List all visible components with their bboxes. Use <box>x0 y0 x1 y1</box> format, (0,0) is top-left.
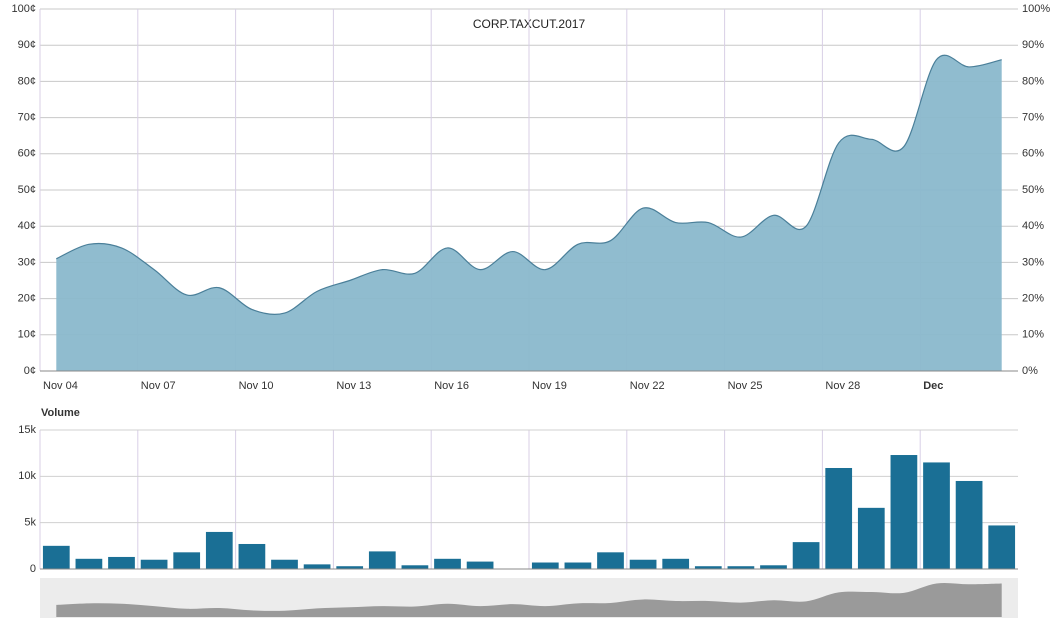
volume-title: Volume <box>41 407 80 419</box>
y-tick-label: 90¢ <box>18 39 36 51</box>
x-tick-label: Nov 13 <box>336 380 371 392</box>
x-tick-label: Nov 04 <box>43 380 78 392</box>
y2-tick-label: 20% <box>1022 293 1044 305</box>
y2-tick-label: 10% <box>1022 329 1044 341</box>
bar <box>238 543 266 569</box>
line <box>56 54 1002 315</box>
y-tick-label: 70¢ <box>18 112 36 124</box>
x-tick-label: Nov 22 <box>630 380 665 392</box>
bar <box>857 507 885 569</box>
bar <box>42 545 70 569</box>
bar <box>923 462 950 569</box>
y-tick-label: 15k <box>18 424 36 436</box>
y2-tick-label: 80% <box>1022 75 1044 87</box>
bar <box>564 562 592 569</box>
bar <box>792 542 820 569</box>
bar <box>336 566 364 569</box>
x-tick-label: Nov 10 <box>239 380 274 392</box>
area <box>56 55 1002 372</box>
bar <box>629 559 657 569</box>
y-tick-label: 5k <box>24 517 36 529</box>
bar <box>368 551 396 569</box>
bar <box>531 562 559 569</box>
bar <box>108 556 135 569</box>
bar <box>760 565 787 569</box>
x-tick-label: Nov 07 <box>141 380 176 392</box>
y-tick-label: 30¢ <box>18 256 36 268</box>
bar <box>988 525 1016 569</box>
y2-tick-label: 70% <box>1022 112 1044 124</box>
bar <box>303 564 331 569</box>
x-tick-label: Dec <box>923 380 943 392</box>
bar <box>205 531 233 569</box>
bar <box>75 558 103 569</box>
y-tick-label: 80¢ <box>18 75 36 87</box>
bar <box>727 566 755 569</box>
y-tick-label: 0¢ <box>24 365 36 377</box>
y2-tick-label: 100% <box>1022 3 1050 15</box>
y-tick-label: 10¢ <box>18 329 36 341</box>
y-tick-label: 100¢ <box>12 3 36 15</box>
bar <box>466 561 494 569</box>
y2-tick-label: 60% <box>1022 148 1044 160</box>
x-tick-label: Nov 16 <box>434 380 469 392</box>
bar <box>401 565 429 569</box>
bar <box>140 559 168 569</box>
y-tick-label: 10k <box>18 470 36 482</box>
y2-tick-label: 50% <box>1022 184 1044 196</box>
y-tick-label: 60¢ <box>18 148 36 160</box>
y-tick-label: 50¢ <box>18 184 36 196</box>
bar <box>955 480 983 569</box>
y-tick-label: 20¢ <box>18 293 36 305</box>
y2-tick-label: 0% <box>1022 365 1038 377</box>
y2-tick-label: 90% <box>1022 39 1044 51</box>
x-tick-label: Nov 25 <box>728 380 763 392</box>
bar <box>271 559 298 569</box>
x-tick-label: Nov 19 <box>532 380 567 392</box>
y2-tick-label: 30% <box>1022 256 1044 268</box>
y-tick-label: 0 <box>30 563 36 575</box>
bar <box>694 566 722 569</box>
y-tick-label: 40¢ <box>18 220 36 232</box>
bar <box>890 455 918 569</box>
bar <box>825 467 853 569</box>
y2-tick-label: 40% <box>1022 220 1044 232</box>
bar <box>173 552 201 569</box>
navigator-area <box>56 582 1002 617</box>
x-tick-label: Nov 28 <box>825 380 860 392</box>
bar <box>434 558 461 569</box>
bar <box>597 552 624 569</box>
bar <box>662 558 690 569</box>
